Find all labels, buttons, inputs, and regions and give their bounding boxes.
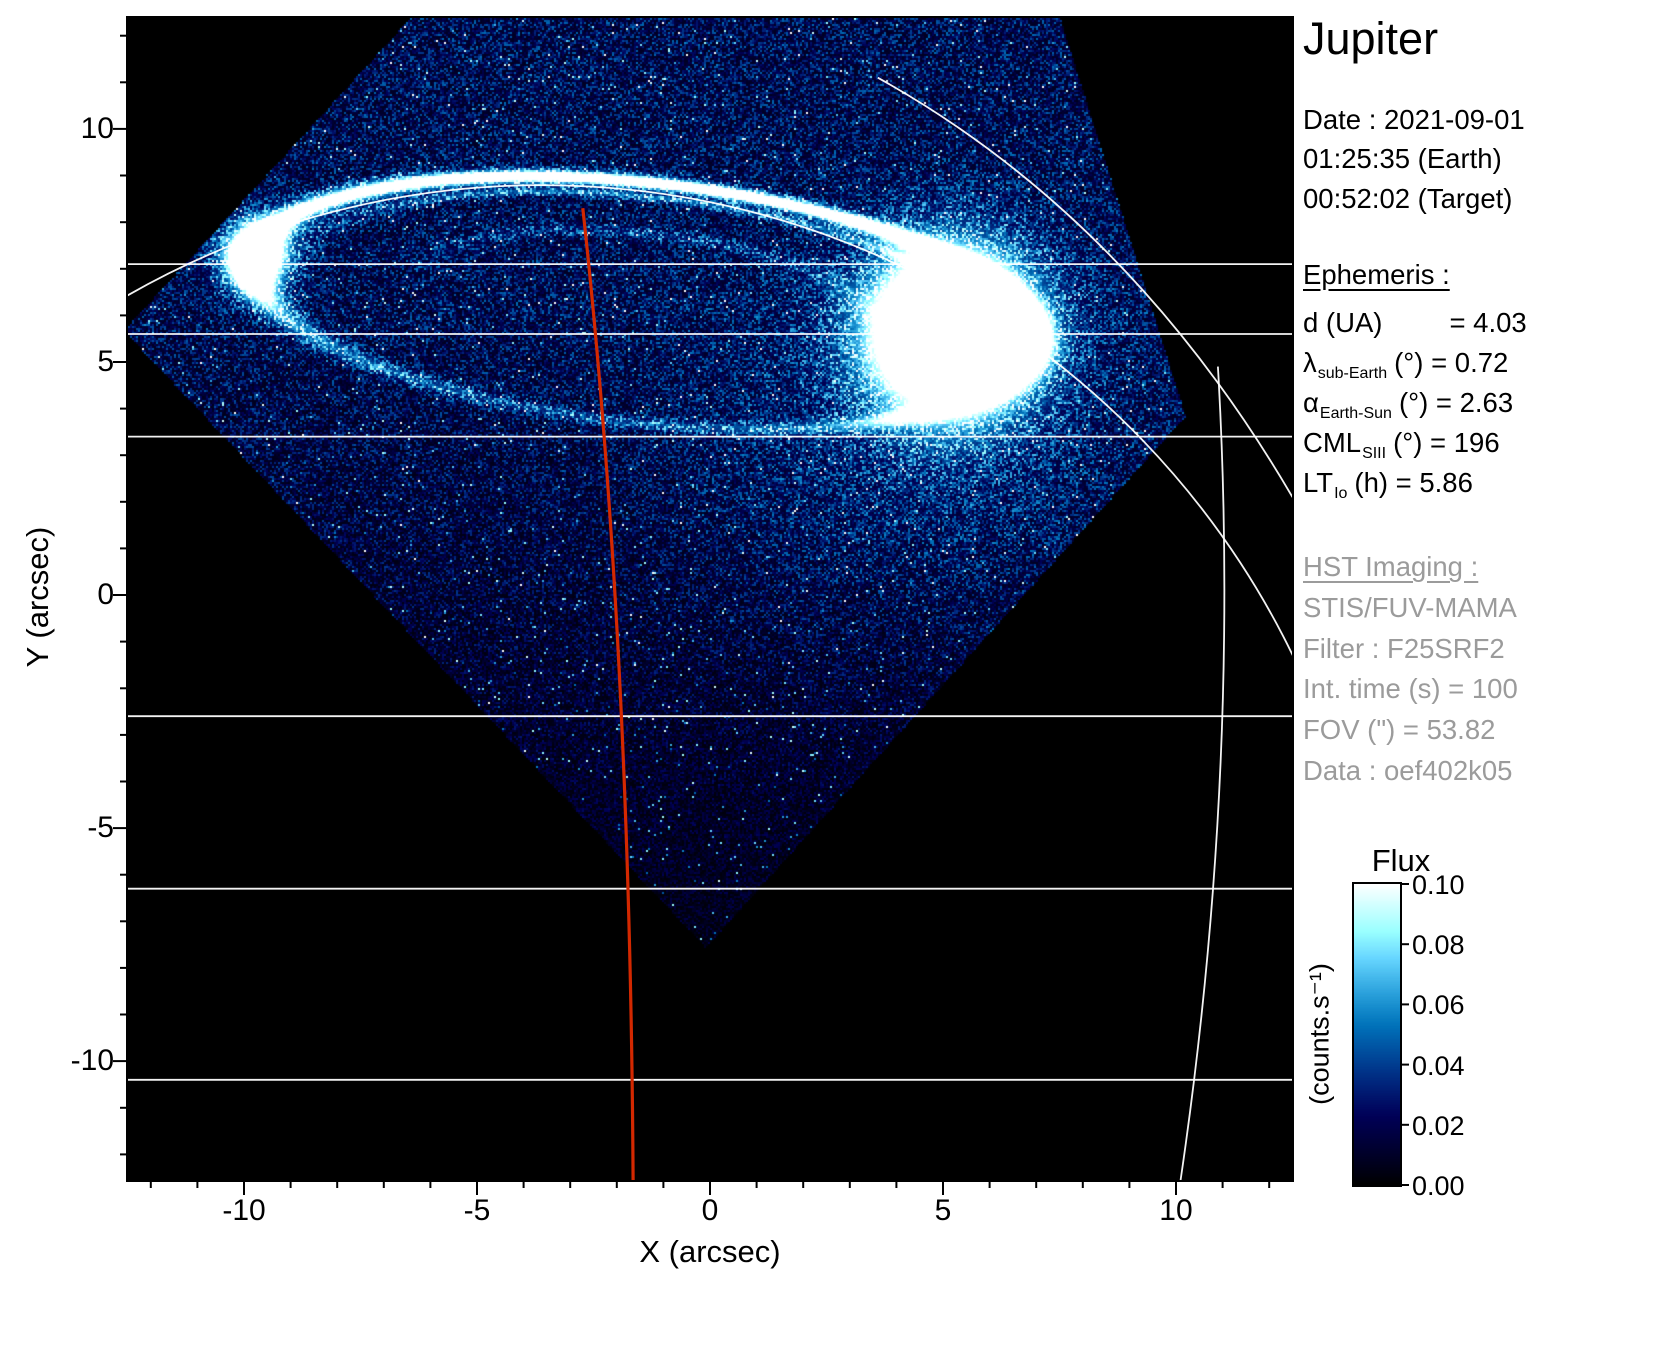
x-tick-label: 5 [934, 1194, 952, 1227]
ephemeris-value: (°) = 196 [1393, 427, 1500, 459]
graticule-arc [1179, 366, 1226, 1180]
y-tick-label: -5 [87, 811, 114, 845]
hst-line-inttime: Int. time (s) = 100 [1303, 673, 1518, 705]
hst-heading: HST Imaging : [1303, 551, 1479, 583]
x-axis-title: X (arcsec) [639, 1234, 781, 1269]
hst-line-instrument: STIS/FUV-MAMA [1303, 591, 1517, 623]
ephemeris-row-cml: CMLSIII (°) = 196 [1303, 423, 1671, 463]
ephemeris-row-alpha: αEarth-Sun (°) = 2.63 [1303, 383, 1671, 423]
x-tick-label: 0 [701, 1194, 719, 1227]
ephemeris-subscript: SIII [1362, 445, 1387, 463]
graticule-arc [877, 76, 1292, 498]
target-title: Jupiter [1303, 13, 1439, 64]
hst-line-data: Data : oef402k05 [1303, 754, 1513, 786]
colorbar-tick-label: 0.06 [1412, 990, 1465, 1021]
y-tick-label: -10 [70, 1044, 114, 1078]
info-sidebar: Jupiter Date : 2021-09-01 01:25:35 (Eart… [1303, 0, 1671, 791]
colorbar-gradient [1354, 884, 1400, 1185]
ephemeris-symbol: d (UA) [1303, 307, 1383, 339]
ephemeris-row-lambda: λsub-Earth (°) = 0.72 [1303, 343, 1671, 383]
ephemeris-subscript: sub-Earth [1317, 365, 1388, 383]
ephemeris-value: (h) = 5.86 [1354, 467, 1473, 499]
cml-meridian-line [581, 208, 635, 1180]
plot-area [126, 16, 1294, 1182]
ephemeris-symbol: CML [1303, 427, 1362, 459]
hst-imaging-block: HST Imaging : STIS/FUV-MAMA Filter : F25… [1303, 547, 1671, 791]
target-time-line: 00:52:02 (Target) [1303, 183, 1513, 215]
fuv-image-canvas [128, 18, 1292, 1180]
colorbar-tick-label: 0.00 [1412, 1171, 1465, 1201]
ephemeris-symbol: α [1303, 387, 1319, 419]
colorbar-unit-label: (counts.s⁻¹) [1304, 963, 1335, 1105]
y-tick-label: 0 [97, 578, 114, 612]
ephemeris-row-d: d (UA) = 4.03 [1303, 303, 1671, 343]
colorbar-tick-label: 0.02 [1412, 1110, 1465, 1141]
colorbar-tick-label: 0.08 [1412, 930, 1465, 961]
hst-line-fov: FOV (") = 53.82 [1303, 713, 1496, 745]
y-tick-label: 5 [97, 344, 114, 378]
x-tick-label: -10 [222, 1194, 266, 1227]
hst-line-filter: Filter : F25SRF2 [1303, 632, 1505, 664]
ephemeris-value: (°) = 0.72 [1394, 347, 1509, 379]
graticule-overlay [128, 76, 1292, 1180]
ephemeris-subscript: Io [1334, 485, 1348, 503]
ephemeris-value: (°) = 2.63 [1398, 387, 1514, 419]
ephemeris-symbol: LT [1303, 467, 1334, 499]
colorbar-title: Flux [1371, 843, 1431, 878]
ephemeris-heading: Ephemeris : [1303, 259, 1450, 291]
ephemeris-row-lt: LTIo (h) = 5.86 [1303, 463, 1671, 503]
x-tick-label: -5 [463, 1194, 491, 1227]
limb-arc [128, 184, 1292, 657]
colorbar [1352, 882, 1402, 1187]
ephemeris-block: Ephemeris : d (UA) = 4.03 λsub-Earth (°) =… [1303, 259, 1671, 503]
x-tick-label: 10 [1159, 1194, 1193, 1227]
earth-time-line: 01:25:35 (Earth) [1303, 143, 1502, 175]
colorbar-tick-label: 0.10 [1412, 870, 1465, 900]
ephemeris-subscript: Earth-Sun [1319, 405, 1392, 423]
date-line: Date : 2021-09-01 [1303, 103, 1525, 135]
y-tick-label: 10 [80, 111, 114, 145]
ephemeris-value: = 4.03 [1449, 307, 1527, 339]
datetime-block: Date : 2021-09-01 01:25:35 (Earth) 00:52… [1303, 100, 1671, 220]
ephemeris-symbol: λ [1303, 347, 1317, 379]
colorbar-tick-label: 0.04 [1412, 1050, 1465, 1081]
